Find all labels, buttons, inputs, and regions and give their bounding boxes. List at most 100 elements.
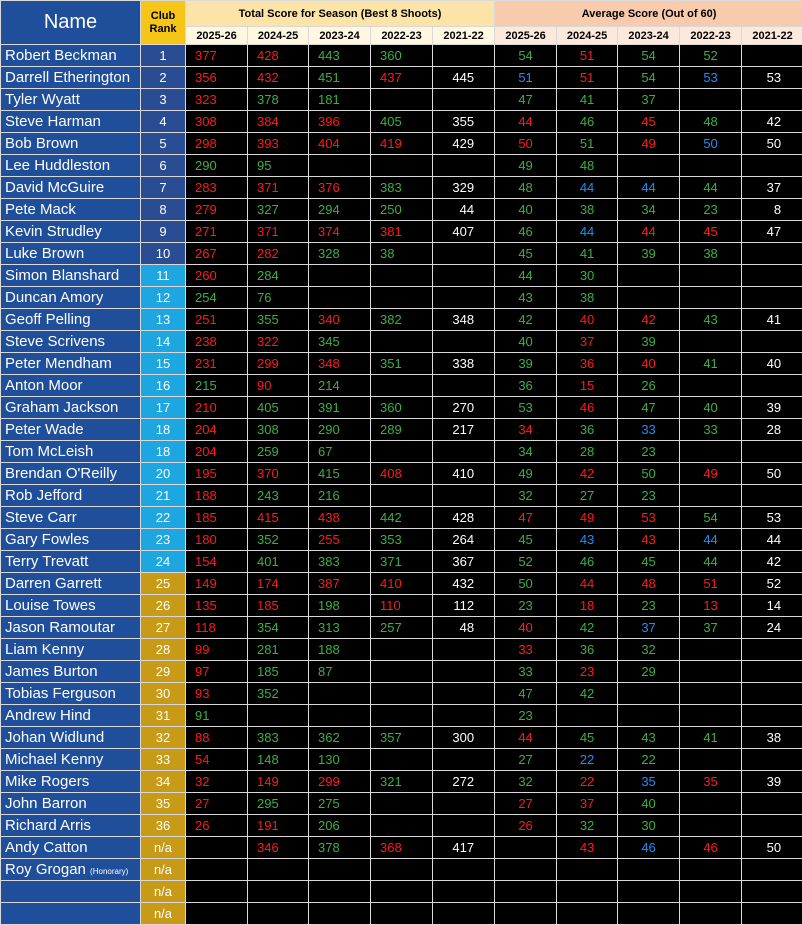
total-score-cell[interactable]: 130 (309, 749, 371, 771)
total-year-header[interactable]: 2023-24 (309, 27, 371, 45)
average-score-cell[interactable] (680, 265, 742, 287)
average-score-cell[interactable] (680, 639, 742, 661)
member-name-cell[interactable]: Steve Scrivens (1, 331, 141, 353)
club-rank-cell[interactable]: 10 (141, 243, 186, 265)
total-score-cell[interactable] (186, 903, 248, 925)
average-score-cell[interactable]: 53 (742, 67, 802, 89)
average-score-cell[interactable]: 53 (742, 507, 802, 529)
member-name-cell[interactable]: Rob Jefford (1, 485, 141, 507)
total-score-cell[interactable] (371, 441, 433, 463)
total-score-cell[interactable] (433, 815, 495, 837)
average-score-cell[interactable]: 23 (680, 199, 742, 221)
average-score-cell[interactable]: 44 (618, 177, 680, 199)
total-score-cell[interactable]: 32 (186, 771, 248, 793)
average-score-cell[interactable]: 40 (557, 309, 618, 331)
average-score-cell[interactable]: 30 (557, 265, 618, 287)
average-score-cell[interactable]: 35 (618, 771, 680, 793)
average-score-cell[interactable]: 51 (557, 67, 618, 89)
total-score-cell[interactable]: 290 (186, 155, 248, 177)
total-score-cell[interactable]: 76 (248, 287, 309, 309)
member-name-cell[interactable]: Jason Ramoutar (1, 617, 141, 639)
total-score-cell[interactable]: 396 (309, 111, 371, 133)
average-score-cell[interactable] (680, 89, 742, 111)
total-score-cell[interactable]: 97 (186, 661, 248, 683)
name-column-header[interactable]: Name (1, 1, 141, 45)
table-row[interactable]: n/a (1, 881, 802, 903)
total-score-cell[interactable]: 206 (309, 815, 371, 837)
member-name-cell[interactable]: Peter Wade (1, 419, 141, 441)
average-score-cell[interactable]: 24 (742, 617, 802, 639)
average-score-cell[interactable]: 47 (495, 89, 557, 111)
average-score-cell[interactable]: 18 (557, 595, 618, 617)
club-rank-cell[interactable]: 14 (141, 331, 186, 353)
club-rank-cell[interactable]: 20 (141, 463, 186, 485)
total-score-cell[interactable] (371, 639, 433, 661)
average-score-cell[interactable]: 22 (557, 749, 618, 771)
average-score-cell[interactable]: 36 (495, 375, 557, 397)
total-score-cell[interactable]: 356 (186, 67, 248, 89)
total-score-cell[interactable]: 428 (248, 45, 309, 67)
club-rank-cell[interactable]: 29 (141, 661, 186, 683)
member-name-cell[interactable]: Bob Brown (1, 133, 141, 155)
average-score-cell[interactable]: 50 (742, 463, 802, 485)
total-score-cell[interactable]: 391 (309, 397, 371, 419)
member-name-cell[interactable]: Terry Trevatt (1, 551, 141, 573)
average-score-cell[interactable]: 8 (742, 199, 802, 221)
average-score-cell[interactable]: 43 (618, 529, 680, 551)
average-year-header[interactable]: 2023-24 (618, 27, 680, 45)
total-score-cell[interactable]: 405 (248, 397, 309, 419)
total-score-cell[interactable] (433, 639, 495, 661)
club-rank-cell[interactable]: 9 (141, 221, 186, 243)
table-row[interactable]: n/a (1, 903, 802, 925)
total-score-cell[interactable] (433, 45, 495, 67)
total-score-cell[interactable] (433, 859, 495, 881)
club-rank-cell[interactable]: 2 (141, 67, 186, 89)
average-score-cell[interactable] (495, 859, 557, 881)
average-score-cell[interactable]: 44 (680, 177, 742, 199)
total-score-cell[interactable]: 118 (186, 617, 248, 639)
club-rank-cell[interactable]: 5 (141, 133, 186, 155)
total-score-cell[interactable]: 217 (433, 419, 495, 441)
average-score-cell[interactable] (557, 881, 618, 903)
average-score-cell[interactable]: 30 (618, 815, 680, 837)
average-score-cell[interactable] (680, 881, 742, 903)
average-score-cell[interactable] (742, 155, 802, 177)
average-score-cell[interactable] (680, 705, 742, 727)
total-score-cell[interactable]: 352 (248, 529, 309, 551)
average-score-cell[interactable]: 37 (742, 177, 802, 199)
member-name-cell[interactable]: Simon Blanshard (1, 265, 141, 287)
club-rank-cell[interactable]: 17 (141, 397, 186, 419)
average-score-cell[interactable]: 39 (742, 397, 802, 419)
club-rank-cell[interactable]: 23 (141, 529, 186, 551)
average-score-cell[interactable]: 38 (557, 287, 618, 309)
total-score-cell[interactable]: 90 (248, 375, 309, 397)
member-name-cell[interactable]: Lee Huddleston (1, 155, 141, 177)
average-score-cell[interactable]: 14 (742, 595, 802, 617)
average-score-cell[interactable] (680, 793, 742, 815)
total-score-cell[interactable] (371, 485, 433, 507)
average-score-cell[interactable]: 44 (557, 573, 618, 595)
average-score-cell[interactable] (742, 903, 802, 925)
average-score-cell[interactable] (618, 683, 680, 705)
total-score-cell[interactable]: 371 (248, 221, 309, 243)
member-name-cell[interactable]: Liam Kenny (1, 639, 141, 661)
average-score-cell[interactable]: 40 (618, 353, 680, 375)
total-score-cell[interactable]: 432 (433, 573, 495, 595)
average-score-cell[interactable] (742, 441, 802, 463)
average-score-cell[interactable]: 47 (495, 507, 557, 529)
average-score-cell[interactable]: 33 (495, 639, 557, 661)
total-score-cell[interactable]: 215 (186, 375, 248, 397)
average-score-cell[interactable] (618, 705, 680, 727)
total-score-cell[interactable]: 451 (309, 67, 371, 89)
average-score-cell[interactable]: 47 (742, 221, 802, 243)
